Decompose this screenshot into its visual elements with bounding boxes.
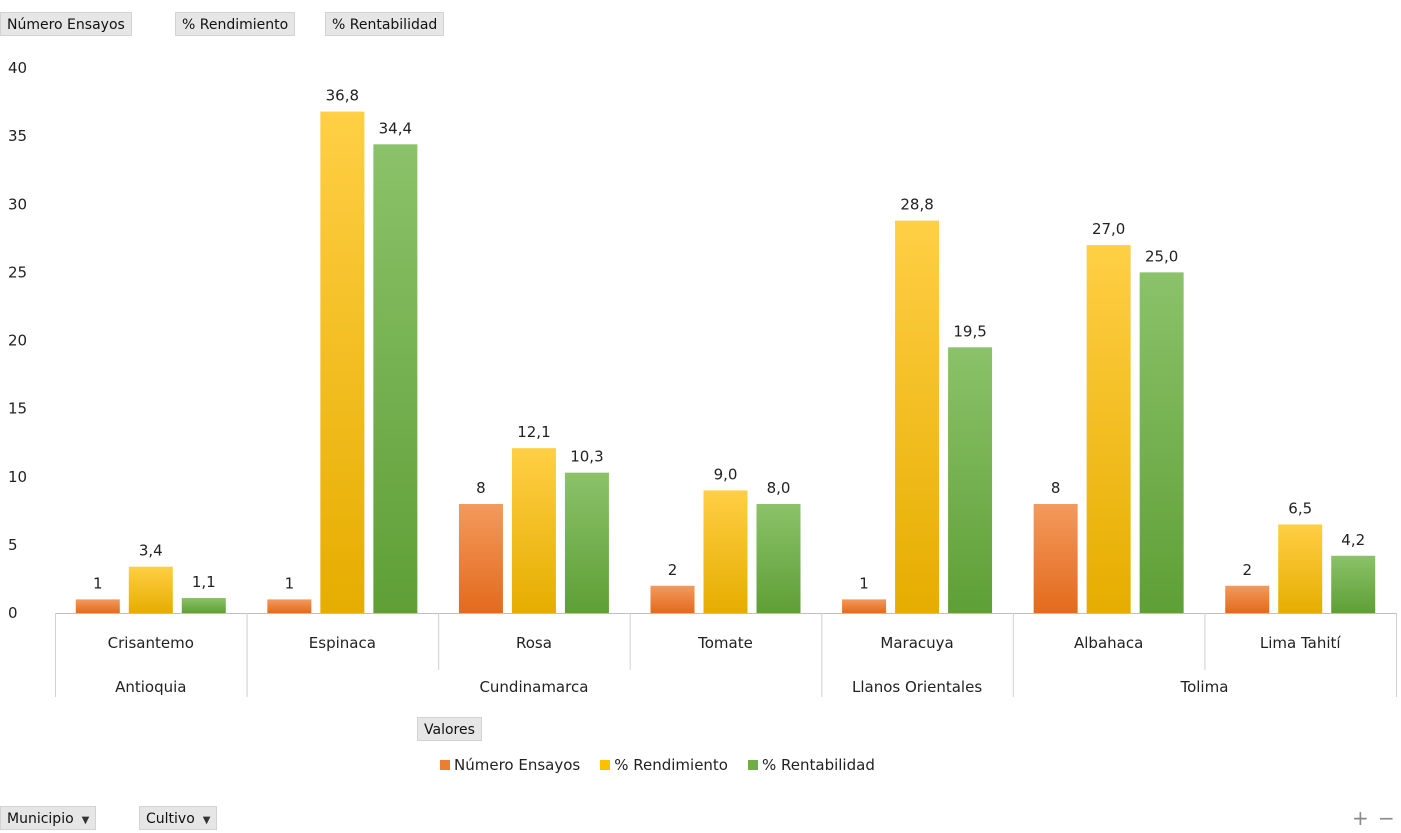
y-tick-label: 35 [8,127,27,145]
bar-maracuya-0[interactable] [842,599,887,613]
legend-label: % Rendimiento [614,756,728,774]
category-label: Crisantemo [108,634,194,652]
data-label: 2 [668,561,678,579]
data-label: 2 [1242,561,1252,579]
category-label: Espinaca [309,634,376,652]
data-label: 34,4 [379,119,412,137]
value-field-numero-ensayos[interactable]: Número Ensayos [0,12,132,36]
legend-item-rendimiento[interactable]: % Rendimiento [600,756,728,774]
value-field-rentabilidad[interactable]: % Rentabilidad [325,12,445,36]
y-tick-label: 15 [8,400,27,418]
legend-swatch [440,760,450,770]
legend-item-numero-ensayos[interactable]: Número Ensayos [440,756,580,774]
axis-field-label: Cultivo [146,811,195,827]
y-axis-ticks: 0 5 10 15 20 25 30 35 40 [8,59,27,622]
category-label: Lima Tahití [1260,634,1342,652]
bar-lima-tahití-0[interactable] [1225,585,1270,613]
group-label: Antioquia [115,678,186,696]
axis-field-cultivo[interactable]: Cultivo ▼ [139,806,218,830]
bars [75,111,1376,614]
bar-maracuya-2[interactable] [948,347,993,613]
dropdown-arrow-icon[interactable]: ▼ [81,815,90,826]
data-label: 1 [285,574,295,592]
category-label: Tomate [697,634,753,652]
category-label: Albahaca [1074,634,1143,652]
legend-swatch [600,760,611,770]
zoom-out-button[interactable]: − [1378,806,1395,830]
bar-espinaca-0[interactable] [267,599,312,613]
bar-tomate-2[interactable] [756,504,801,613]
data-label: 10,3 [570,448,603,466]
legend-label: % Rentabilidad [762,756,875,774]
group-label: Llanos Orientales [852,678,982,696]
bar-albahaca-2[interactable] [1139,272,1184,613]
y-tick-label: 0 [8,604,18,622]
legend: Número Ensayos % Rendimiento % Rentabili… [440,756,875,774]
y-tick-label: 25 [8,263,27,281]
y-tick-label: 10 [8,468,27,486]
category-label: Maracuya [880,634,953,652]
bar-tomate-0[interactable] [650,585,695,613]
data-label: 3,4 [139,542,163,560]
data-label: 8,0 [767,479,791,497]
bar-lima-tahití-1[interactable] [1278,524,1323,613]
bar-rosa-1[interactable] [511,448,556,613]
legend-item-rentabilidad[interactable]: % Rentabilidad [748,756,875,774]
zoom-in-button[interactable]: + [1352,806,1369,830]
group-label: Tolima [1179,678,1228,696]
data-label: 27,0 [1092,220,1125,238]
y-tick-label: 30 [8,195,27,213]
bar-maracuya-1[interactable] [895,220,940,613]
data-label: 19,5 [953,322,986,340]
legend-label: Número Ensayos [454,756,581,774]
data-label: 6,5 [1288,499,1312,517]
axis-field-label: Municipio [7,811,74,827]
data-labels: 1 3,4 1,1 1 36,8 34,4 8 12,1 10,3 2 9,0 8,0 1 28,8 19,… [93,87,1365,593]
bar-espinaca-2[interactable] [373,144,418,614]
bar-lima-tahití-2[interactable] [1331,555,1376,613]
data-label: 25,0 [1145,247,1178,265]
axis-field-municipio[interactable]: Municipio ▼ [0,806,97,830]
bar-rosa-0[interactable] [458,504,503,613]
data-label: 36,8 [326,87,359,105]
legend-swatch [748,760,758,770]
bar-espinaca-1[interactable] [320,111,365,613]
data-label: 1 [93,574,103,592]
data-label: 4,2 [1341,531,1365,549]
dropdown-arrow-icon[interactable]: ▼ [202,815,211,826]
bar-crisantemo-1[interactable] [128,566,173,613]
bar-crisantemo-2[interactable] [181,598,226,613]
value-field-rendimiento[interactable]: % Rendimiento [175,12,296,36]
data-label: 28,8 [900,196,933,214]
y-tick-label: 5 [8,536,18,554]
bar-rosa-2[interactable] [564,472,609,613]
data-label: 8 [476,479,486,497]
data-label: 1,1 [192,573,216,591]
group-label: Cundinamarca [479,678,588,696]
category-label: Rosa [516,634,552,652]
bar-albahaca-1[interactable] [1086,245,1131,613]
bar-crisantemo-0[interactable] [75,599,120,613]
data-label: 9,0 [714,465,738,483]
y-tick-label: 40 [8,59,27,77]
data-label: 12,1 [517,423,550,441]
bar-tomate-1[interactable] [703,490,748,613]
data-label: 1 [859,574,869,592]
y-tick-label: 20 [8,332,27,350]
data-label: 8 [1051,479,1061,497]
category-axis: Crisantemo Espinaca Rosa Tomate Maracuya Alba… [55,613,1397,697]
bar-albahaca-0[interactable] [1033,504,1078,613]
values-field-button[interactable]: Valores [417,717,482,741]
